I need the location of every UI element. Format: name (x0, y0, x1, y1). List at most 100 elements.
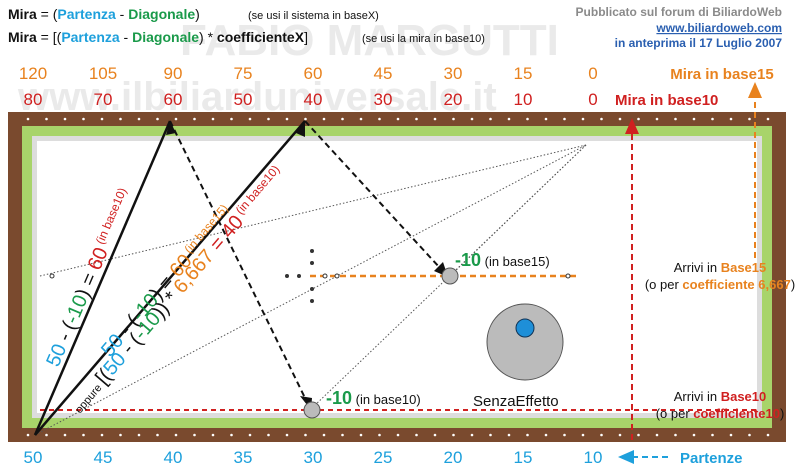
marker-label-part: (in base15) (481, 254, 550, 269)
diamond (415, 433, 418, 437)
diamond (341, 117, 344, 121)
diamond (26, 433, 30, 437)
diamond (563, 433, 566, 437)
arrivi-label-part: Arrivi in (674, 260, 721, 275)
diamond (618, 117, 622, 121)
formula-part: = ( (37, 6, 58, 22)
diamond (674, 117, 677, 121)
diamond (618, 433, 622, 437)
diamond (692, 117, 696, 121)
formula-note: (se usi la mira in base10) (362, 33, 485, 45)
formula-part: coefficienteX (217, 29, 305, 45)
diamond (267, 117, 270, 121)
formula: Mira = [(Partenza - Diagonale) * coeffic… (8, 29, 308, 45)
diamond (526, 433, 529, 437)
marker-label: -10 (in base10) (326, 388, 421, 408)
watermark-text: www.ilbiliarduniversale.it (17, 75, 497, 119)
diamond (470, 433, 474, 437)
diamond (82, 117, 85, 121)
scale-label: 40 (164, 448, 183, 466)
diamond (489, 117, 492, 121)
diamond (45, 433, 48, 437)
formula-part: = [( (37, 29, 62, 45)
diamond (137, 117, 141, 121)
diamond (470, 117, 474, 121)
dotted-line (34, 144, 587, 436)
scale-label: 120 (19, 64, 47, 83)
diamond (766, 117, 770, 121)
formula-part: ) (195, 6, 200, 22)
ball (303, 401, 321, 419)
diamond (711, 117, 714, 121)
diamond (322, 117, 326, 121)
scale-label: 15 (514, 448, 533, 466)
diamond (489, 433, 492, 437)
spot (285, 274, 289, 278)
formula-part: Partenza (57, 6, 116, 22)
diamond (674, 433, 677, 437)
scale-label: 70 (94, 90, 113, 109)
diamond (544, 433, 548, 437)
formula-note: (se usi il sistema in baseX) (248, 10, 379, 22)
diamond (396, 117, 400, 121)
diagonal (34, 120, 306, 436)
diamond (304, 117, 307, 121)
diamond (415, 117, 418, 121)
scale-label: 75 (234, 64, 253, 83)
scale-title: Mira in base15 (670, 66, 773, 83)
scale-title: Mira in base10 (615, 92, 718, 109)
spot (297, 274, 301, 278)
scale-label: 30 (304, 448, 323, 466)
arrivi-label: Arrivi in Base15 (674, 260, 767, 275)
diamond (692, 433, 696, 437)
formula-part: Partenza (61, 29, 120, 45)
arrivi-label-part: (o per (645, 277, 683, 292)
diamond (230, 433, 233, 437)
scale-label: 50 (234, 90, 253, 109)
formula-part: ] (304, 29, 308, 45)
diamond (729, 433, 733, 437)
paths (33, 120, 758, 436)
diamond (174, 117, 178, 121)
scale-label: 105 (89, 64, 117, 83)
diamond (544, 117, 548, 121)
diamond (452, 433, 455, 437)
diamond (729, 117, 733, 121)
diamond (433, 117, 437, 121)
scale-label: 45 (94, 448, 113, 466)
arrivi-label-part: (o per (656, 406, 694, 421)
publication-url: www.biliardoweb.com (655, 21, 782, 35)
marker-label: -10 (in base15) (455, 250, 550, 270)
diamond (304, 433, 307, 437)
scale-label: 0 (588, 90, 597, 109)
diamond (248, 433, 252, 437)
diamond (230, 117, 233, 121)
diamond (211, 117, 215, 121)
diamond (452, 117, 455, 121)
scale-label: 90 (164, 64, 183, 83)
scale-label: 10 (514, 90, 533, 109)
diamond (507, 433, 511, 437)
diamond (156, 117, 159, 121)
diamond (637, 117, 640, 121)
scale-title: Partenze (680, 450, 743, 466)
diamond (193, 117, 196, 121)
scale-label: 20 (444, 90, 463, 109)
scale-label: 30 (444, 64, 463, 83)
publication: Pubblicato sul forum di BiliardoWeb (576, 5, 782, 19)
formula-part: Diagonale (132, 29, 199, 45)
scale-label: 30 (374, 90, 393, 109)
arrivi-label: (o per coefficiente10) (656, 406, 785, 421)
spot (49, 273, 55, 279)
diamond (711, 433, 714, 437)
diamond (766, 433, 770, 437)
diamond (600, 117, 603, 121)
diamond (378, 117, 381, 121)
arrivi-label: Arrivi in Base10 (674, 389, 767, 404)
arrow-head (625, 118, 639, 134)
diamond (174, 433, 178, 437)
diagonal (33, 120, 172, 436)
diamond (600, 433, 603, 437)
diamond (100, 433, 104, 437)
scale-label: 50 (24, 448, 43, 466)
